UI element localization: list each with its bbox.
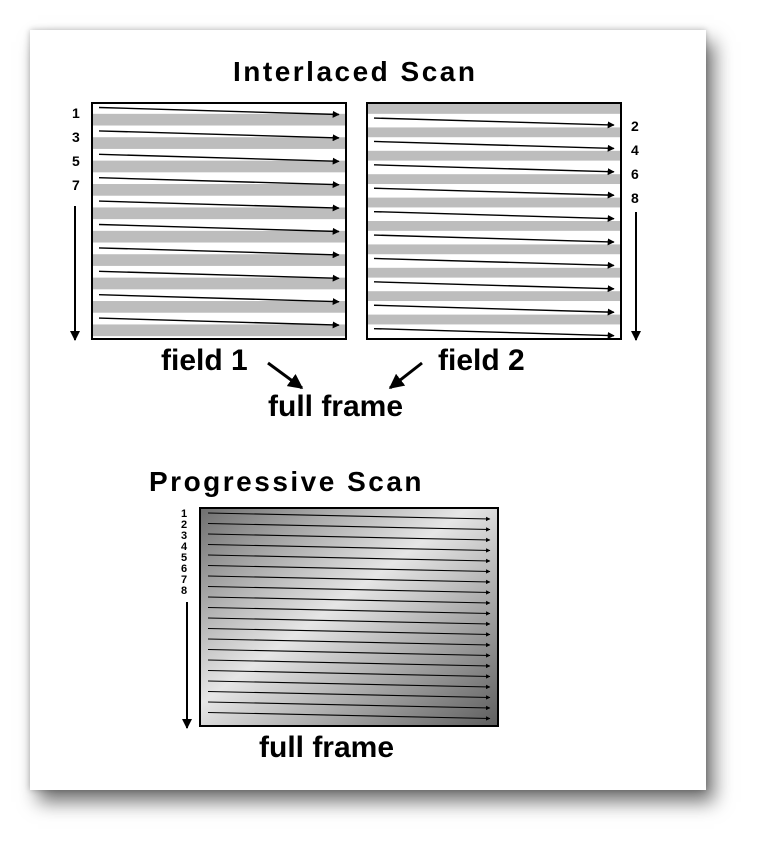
- field1-scan-lines: [98, 106, 340, 329]
- field2-stripes: [368, 104, 620, 325]
- field2-gray-stripe: [368, 314, 620, 325]
- field1-gray-stripe: [93, 230, 345, 243]
- field2-to-frame-arrow: [388, 361, 423, 390]
- progressive-scan-line: [207, 585, 491, 595]
- field1-line-number: 7: [72, 177, 80, 193]
- progressive-scan-line: [207, 575, 491, 585]
- field1-gray-stripe: [93, 207, 345, 220]
- progressive-line-number: 1: [181, 508, 188, 520]
- field2-line-number: 6: [631, 166, 639, 182]
- progressive-line-number: 5: [181, 552, 188, 564]
- field1-scan-line: [98, 270, 340, 282]
- field1-label: field 1: [161, 344, 248, 377]
- field1-gray-stripe: [93, 184, 345, 196]
- progressive-line-number: 4: [181, 541, 188, 553]
- field2-gray-stripe: [368, 267, 620, 278]
- progressive-scan-line: [207, 711, 491, 721]
- field2-line-number: 2: [631, 118, 639, 134]
- field1-scan-line: [98, 294, 340, 306]
- progressive-scan-line: [207, 564, 491, 574]
- field2-scan-line: [373, 257, 615, 269]
- progressive-scan-line: [207, 680, 491, 690]
- progressive-scan-line: [207, 617, 491, 627]
- field1-box: [91, 102, 347, 340]
- field1-gray-stripe: [93, 137, 345, 149]
- field2-label: field 2: [438, 344, 525, 377]
- progressive-line-number: 7: [181, 574, 188, 586]
- field2-scan-line: [373, 210, 615, 222]
- progressive-scan-line: [207, 627, 491, 637]
- figure-card: Interlaced Scan 1 3 5 7 2 4 6 8 field 1 …: [30, 30, 706, 790]
- progressive-scan-line: [207, 543, 491, 553]
- field1-line-number: 5: [72, 153, 80, 169]
- field2-gray-stripe: [368, 104, 620, 114]
- field2-scan-line: [373, 140, 615, 152]
- field1-stripes: [93, 113, 345, 337]
- field1-gray-stripe: [93, 301, 345, 313]
- progressive-box: [199, 507, 499, 727]
- field2-gray-stripe: [368, 244, 620, 255]
- progressive-scan-line: [207, 512, 491, 522]
- field2-scan-line: [373, 164, 615, 176]
- field2-gray-stripe: [368, 174, 620, 185]
- field2-scan-line: [373, 234, 615, 246]
- field2-scan-line: [373, 281, 615, 293]
- progressive-scan-line: [207, 669, 491, 679]
- progressive-scan-lines: [207, 512, 491, 721]
- field1-to-frame-arrow: [267, 361, 304, 390]
- field2-gray-stripe: [368, 197, 620, 208]
- field1-scan-line: [98, 130, 340, 142]
- field2-scan-line: [373, 327, 615, 339]
- field2-scan-line: [373, 187, 615, 199]
- field1-gray-stripe: [93, 113, 345, 126]
- field1-scan-line: [98, 153, 340, 165]
- progressive-scan-line: [207, 596, 491, 606]
- interlaced-title: Interlaced Scan: [233, 56, 478, 87]
- field1-line-number: 3: [72, 129, 80, 145]
- progressive-scan-line: [207, 690, 491, 700]
- progressive-line-number: 8: [181, 585, 188, 597]
- progressive-scan-line: [207, 659, 491, 669]
- field1-gray-stripe: [93, 254, 345, 266]
- field2-line-number: 8: [631, 190, 639, 206]
- progressive-scan-line: [207, 554, 491, 564]
- progressive-scan-line: [207, 522, 491, 532]
- progressive-scan-line: [207, 648, 491, 658]
- field1-gray-stripe: [93, 160, 345, 173]
- field1-line-number: 1: [72, 105, 80, 121]
- progressive-line-number: 2: [181, 519, 188, 531]
- progressive-title: Progressive Scan: [149, 466, 425, 497]
- field1-scan-line: [98, 200, 340, 212]
- field2-line-number: 4: [631, 142, 639, 158]
- field2-gray-stripe: [368, 291, 620, 302]
- field1-scan-line: [98, 177, 340, 189]
- field2-scan-line: [373, 117, 615, 129]
- field1-gray-stripe: [93, 324, 345, 337]
- field2-gray-stripe: [368, 221, 620, 231]
- field1-scan-line: [98, 317, 340, 329]
- progressive-scan-line: [207, 533, 491, 543]
- field2-scan-lines: [373, 117, 615, 339]
- interlaced-full-frame-label: full frame: [268, 390, 404, 423]
- progressive-scan-line: [207, 638, 491, 648]
- field1-scan-line: [98, 247, 340, 259]
- progressive-line-number: 3: [181, 530, 188, 542]
- field2-gray-stripe: [368, 127, 620, 138]
- progressive-full-frame-label: full frame: [259, 731, 395, 764]
- field1-scan-line: [98, 106, 340, 118]
- progressive-line-number: 6: [181, 563, 188, 575]
- field1-scan-line: [98, 223, 340, 235]
- progressive-scan-line: [207, 606, 491, 616]
- field2-scan-line: [373, 304, 615, 316]
- field2-gray-stripe: [368, 150, 620, 161]
- scan-diagram-graphics: [70, 102, 641, 729]
- field2-box: [366, 102, 622, 340]
- progressive-scan-line: [207, 701, 491, 711]
- field1-gray-stripe: [93, 277, 345, 290]
